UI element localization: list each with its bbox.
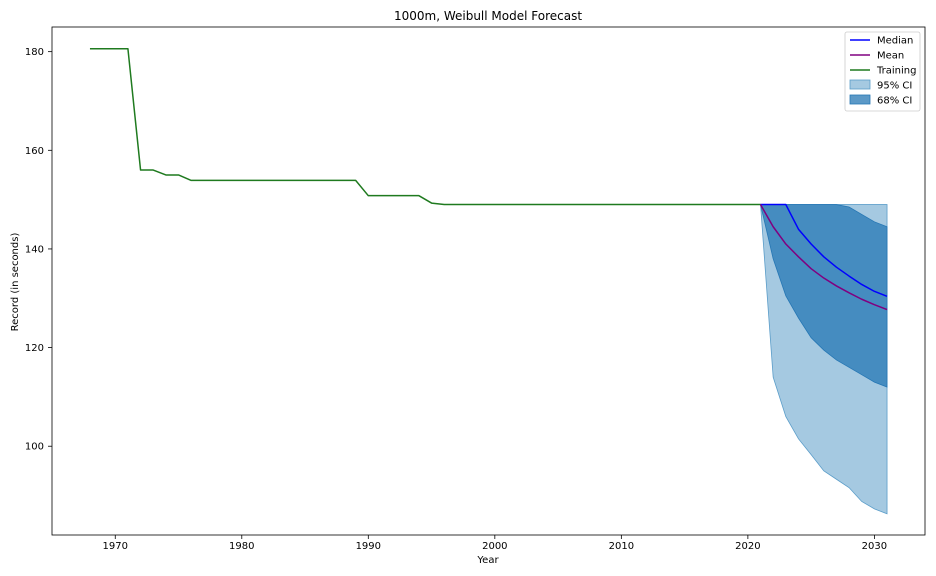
series-line-median [760, 203, 888, 297]
series-line-mean [759, 204, 888, 311]
x-axis-label: Year [476, 555, 499, 566]
x-tick-label: 1980 [229, 541, 254, 552]
x-axis-ticks: 1970 1980 1990 2000 2010 2020 2030 [103, 535, 887, 552]
x-tick-label: 2000 [482, 541, 507, 552]
legend: Median Mean Training 95% CI 68% CI [844, 31, 921, 112]
legend-label-95-ci: 95% CI [877, 81, 912, 92]
y-tick-label: 100 [25, 442, 44, 453]
x-tick-label: 2010 [609, 541, 634, 552]
y-axis-label: Record (in seconds) [10, 233, 21, 332]
x-tick-label: 2020 [735, 541, 760, 552]
x-tick-label: 1970 [103, 541, 128, 552]
legend-box [844, 31, 921, 112]
series-line-training [89, 47, 761, 206]
legend-label-68-ci: 68% CI [877, 96, 912, 107]
y-tick-label: 140 [25, 244, 44, 255]
legend-swatch-95-ci [849, 79, 871, 90]
series-lines [89, 47, 888, 311]
plot-area-frame [51, 26, 926, 536]
legend-label-mean: Mean [877, 51, 904, 62]
y-tick-label: 120 [25, 343, 44, 354]
y-tick-label: 160 [25, 146, 44, 157]
x-tick-label: 1990 [356, 541, 381, 552]
legend-label-training: Training [876, 66, 916, 77]
chart-title: 1000m, Weibull Model Forecast [394, 9, 582, 23]
legend-label-median: Median [877, 36, 913, 47]
x-tick-label: 2030 [862, 541, 887, 552]
y-axis-ticks: 100 120 140 160 180 [25, 47, 52, 453]
legend-swatch-68-ci [849, 94, 871, 105]
confidence-bands [760, 204, 888, 515]
y-tick-label: 180 [25, 47, 44, 58]
